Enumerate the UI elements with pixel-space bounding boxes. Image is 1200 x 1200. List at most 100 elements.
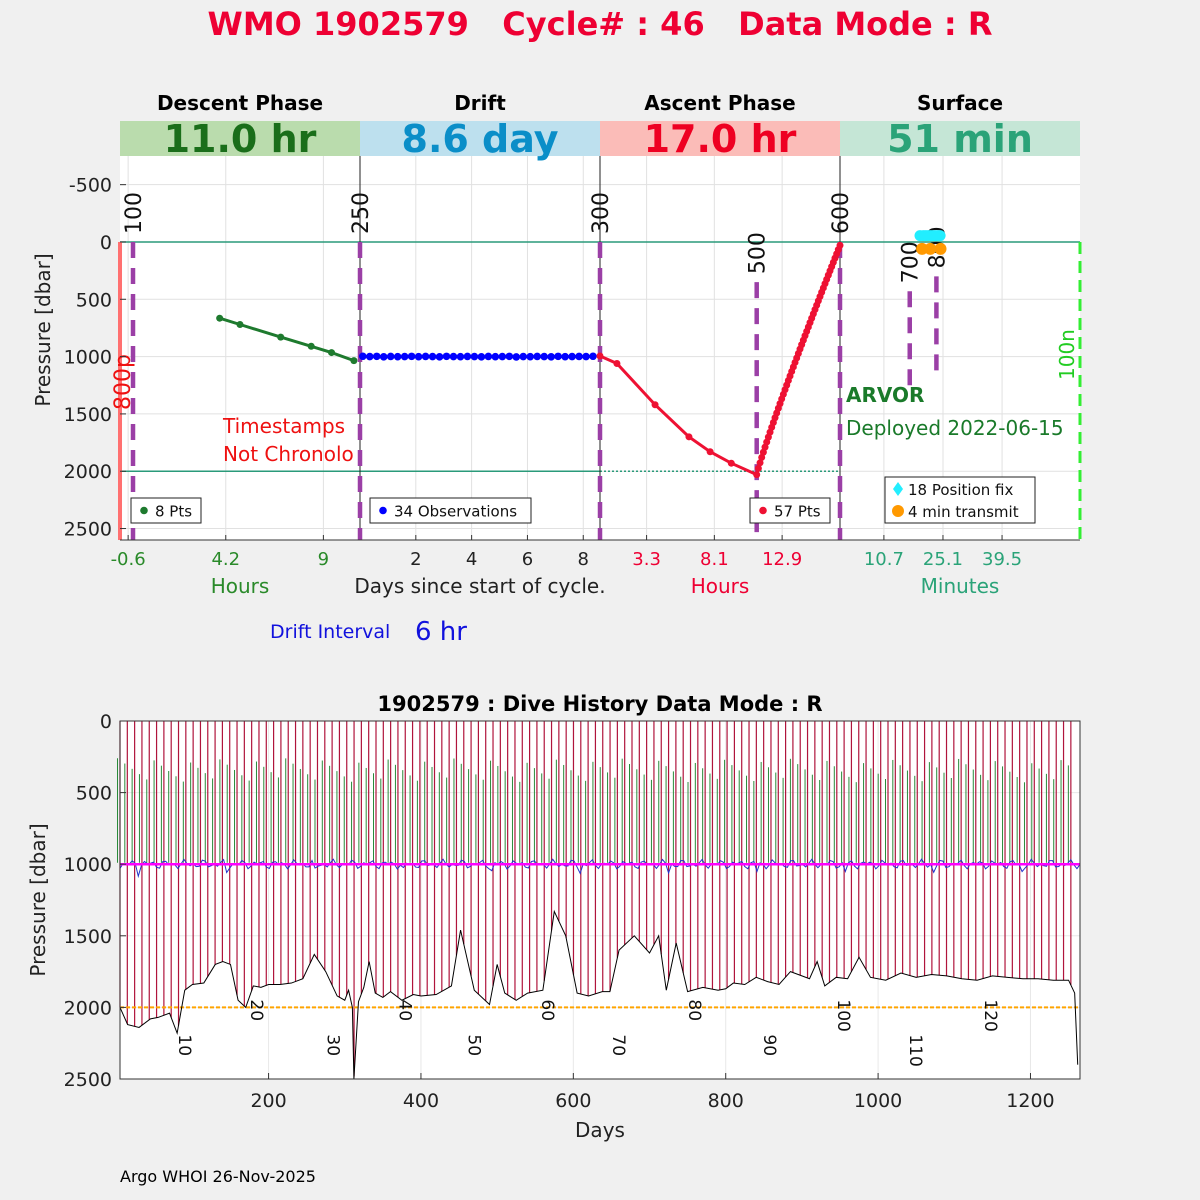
duration-value-ascent: 17.0 hr [644,117,797,161]
duration-value-surface: 51 min [887,117,1033,161]
phase-marker-label: 500 [746,232,771,274]
x-tick-label-ascent: 8.1 [700,549,729,570]
history-y-tick-label: 1000 [64,854,112,876]
phase-marker-label: 100 [122,192,147,234]
drift-point [386,352,395,361]
x-tick-label-drift: 8 [578,549,589,570]
ascent-legend-label: 57 Pts [774,503,821,521]
ascent-point [596,352,604,360]
y-tick-label: -500 [69,175,112,197]
x-axis-label-days: Days since start of cycle. [354,574,605,598]
phase-title-ascent: Ascent Phase [644,91,795,115]
history-y-tick-label: 1500 [64,926,112,948]
drift-legend-swatch [379,506,387,515]
descent-legend-label: 8 Pts [155,503,192,521]
history-y-axis-label: Pressure [dbar] [26,823,50,976]
drift-point [463,352,472,361]
dive-history-chart: 1902579 : Dive History Data Mode : R 10 20… [26,692,1081,1142]
x-tick-label-drift: 6 [522,549,533,570]
drift-point [365,352,374,361]
y-tick-label: 0 [100,232,112,254]
drift-point [519,352,528,361]
cycle-label: 110 [905,1034,925,1066]
surface-legend-transmit-label: 4 min transmit [908,503,1019,521]
surface-legend-box [884,476,1036,524]
phase-marker-label: 250 [349,192,374,234]
history-y-tick-label: 2000 [64,997,112,1019]
drift-point [554,352,562,361]
drift-point [575,352,583,361]
x-tick-label-descent: -0.6 [111,549,146,570]
x-tick-label-drift: 2 [410,549,421,570]
surface-legend-fix-swatch [893,482,903,496]
ascent-point [756,459,764,467]
history-x-tick-label: 800 [708,1090,744,1112]
x-tick-label-surface: 10.7 [864,549,904,570]
drift-point [393,352,402,361]
history-x-tick-label: 200 [250,1090,286,1112]
cycle-label: 90 [759,1034,779,1056]
phase-title-drift: Drift [454,91,506,115]
drift-legend-label: 34 Observations [394,503,517,521]
x-tick-label-ascent: 12.9 [762,549,802,570]
cycle-label: 30 [322,1034,342,1056]
drift-point [379,353,388,361]
ascent-point [685,433,693,441]
side-label-800p: 800p [111,354,136,410]
drift-point [470,352,479,361]
transmit-point [924,242,937,255]
history-x-axis-label: Days [575,1118,625,1142]
ascent-legend-swatch [759,506,767,515]
phase-marker-label: 600 [829,192,854,234]
descent-series-line [219,316,355,363]
history-x-tick-label: 1000 [854,1090,902,1112]
drift-point [484,352,493,361]
descent-legend-box [130,497,202,524]
history-axes-frame [119,720,1081,1080]
duration-value-descent: 11.0 hr [164,117,317,161]
descent-legend-swatch [140,506,148,515]
bottom-pressure-line [119,909,1079,1080]
y-tick-label: 1500 [64,404,112,426]
timestamps-note: Timestamps [222,414,345,438]
ascent-point [753,471,761,479]
phase-title-surface: Surface [917,91,1003,115]
drift-legend-box [369,497,532,524]
y-tick-label: 1000 [64,347,112,369]
history-x-tick-label: 600 [555,1090,591,1112]
drift-point [372,352,381,361]
duration-band-descent [120,121,360,156]
drift-point [400,352,409,361]
cycle-label: 10 [174,1034,194,1056]
duration-band-surface [840,121,1080,156]
x-axis-label-descent: Hours [211,574,270,598]
drift-interval-label: Drift Interval [270,621,390,643]
y-tick-label: 500 [76,289,112,311]
drift-point [498,352,507,361]
transmit-point [934,242,947,255]
cycle-label: 40 [395,999,415,1021]
cycle-label: 100 [833,999,853,1031]
history-y-tick-label: 500 [76,783,112,805]
history-y-tick-label: 2500 [64,1069,112,1091]
cycle-label: 60 [537,999,557,1021]
drift-point [547,353,555,361]
drift-point [540,352,548,361]
drift-point [568,352,576,361]
ascent-point [727,459,735,467]
drift-point [414,352,423,361]
descent-point [236,321,244,329]
descent-point [350,357,358,365]
timestamps-note: Not Chronolo [223,442,354,466]
duration-band-ascent [600,121,840,156]
ascent-point [754,464,762,472]
surface-legend-fix-label: 18 Position fix [908,481,1013,499]
x-tick-label-descent: 4.2 [211,549,240,570]
drift-point [358,352,367,361]
ascent-point [836,241,844,249]
cycle-label: 120 [980,999,1000,1031]
